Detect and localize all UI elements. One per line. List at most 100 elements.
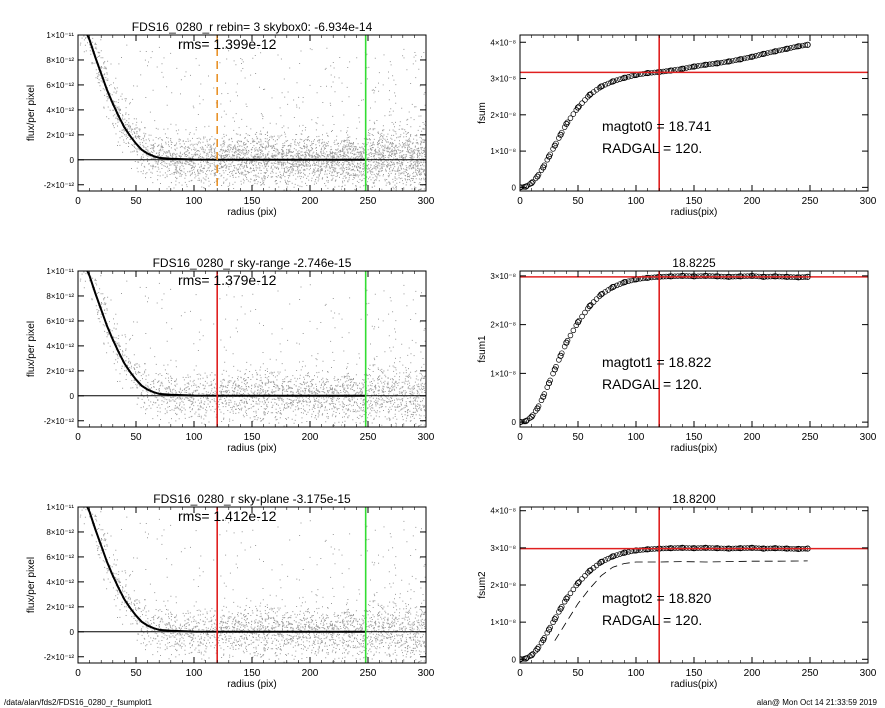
cumulative-point xyxy=(553,363,559,370)
cumulative-point xyxy=(585,305,591,312)
y-axis-label: fsum2 xyxy=(477,571,488,599)
cumulative-point xyxy=(579,313,585,320)
cumulative-point xyxy=(625,74,632,80)
readout-line: RADGAL = 120. xyxy=(602,376,702,392)
cumulative-point xyxy=(689,64,696,70)
x-tick-label: 50 xyxy=(130,432,142,443)
cumulative-point xyxy=(698,62,704,69)
cumulative-point xyxy=(791,44,797,51)
cumulative-point xyxy=(733,57,739,63)
y-tick-label: 4×10⁻¹² xyxy=(46,106,74,115)
x-tick-label: 300 xyxy=(418,196,435,207)
cumulative-point xyxy=(541,162,548,168)
y-tick-label: 2×10⁻¹² xyxy=(46,603,74,612)
y-tick-label: -2×10⁻¹² xyxy=(44,181,75,190)
y-axis-label: fsum xyxy=(477,102,488,124)
y-tick-label: 2×10⁻⁸ xyxy=(490,581,516,590)
x-axis-label: radius (pix) xyxy=(227,679,276,690)
cumulative-point xyxy=(532,648,539,654)
cumulative-point xyxy=(602,557,609,563)
rms-annotation: rms= 1.379e-12 xyxy=(178,272,277,288)
x-tick-label: 50 xyxy=(130,196,142,207)
chart-title: FDS16_0280_r sky-range -2.746e-15 xyxy=(153,256,352,270)
y-tick-label: 1×10⁻⁸ xyxy=(490,147,516,156)
y-tick-label: 1×10⁻¹¹ xyxy=(46,31,74,40)
cumulative-point xyxy=(730,57,736,64)
cumulative-point xyxy=(617,76,623,83)
cumulative-point xyxy=(701,62,707,68)
x-tick-label: 50 xyxy=(572,668,584,679)
y-tick-label: 1×10⁻¹¹ xyxy=(46,267,74,276)
y-tick-label: 4×10⁻⁸ xyxy=(490,507,516,516)
cumulative-point xyxy=(715,60,722,66)
axes-frame xyxy=(519,506,869,664)
cumulative-point xyxy=(683,65,690,71)
plot-area-left2 xyxy=(78,271,426,427)
y-tick-label: 2×10⁻¹² xyxy=(46,131,74,140)
cumulative-point xyxy=(704,61,710,68)
x-axis-label: radius (pix) xyxy=(227,443,276,454)
y-tick-label: 4×10⁻¹² xyxy=(46,342,74,351)
cumulative-point xyxy=(532,175,539,182)
scatter-points xyxy=(78,271,426,427)
cumulative-point xyxy=(599,558,606,565)
cumulative-point xyxy=(640,547,646,553)
readout-line: magtot1 = 18.822 xyxy=(602,354,712,370)
y-tick-label: -2×10⁻¹² xyxy=(44,417,75,426)
x-axis-label: radius(pix) xyxy=(671,679,718,690)
cumulative-point xyxy=(706,273,713,279)
y-tick-label: 0 xyxy=(70,156,75,165)
chart-left2: 0 50 100 150 200 250 300-2×10⁻¹²02×10⁻¹²4×10⁻¹… xyxy=(26,256,435,454)
cumulative-point xyxy=(750,273,756,279)
cumulative-point xyxy=(550,370,556,377)
cumulative-point xyxy=(625,549,632,555)
cumulative-point xyxy=(570,327,577,334)
cumulative-point xyxy=(663,68,669,74)
y-tick-label: 3×10⁻⁸ xyxy=(490,544,516,553)
x-tick-label: 0 xyxy=(75,668,81,679)
cumulative-point xyxy=(574,319,582,326)
cumulative-point xyxy=(521,184,527,190)
cumulative-point xyxy=(614,552,620,558)
cumulative-point xyxy=(617,551,623,557)
cumulative-point xyxy=(753,53,759,59)
y-tick-label: 1×10⁻¹¹ xyxy=(46,503,74,512)
chart-left3: 0 50 100 150 200 250 300-2×10⁻¹²02×10⁻¹²4×10⁻¹… xyxy=(26,492,435,690)
y-tick-label: 6×10⁻¹² xyxy=(46,553,74,562)
cumulative-point xyxy=(776,47,783,54)
cumulative-point xyxy=(738,56,745,62)
plot-area-right3 xyxy=(520,507,868,663)
footer-timestamp: alan@ Mon Oct 14 21:33:59 2019 xyxy=(756,698,877,707)
cumulative-point xyxy=(614,282,620,289)
cumulative-point xyxy=(556,135,562,141)
y-tick-label: 2×10⁻⁸ xyxy=(490,321,516,330)
x-tick-label: 100 xyxy=(628,668,645,679)
y-axis-label: flux/per pixel xyxy=(26,557,37,613)
y-tick-label: 0 xyxy=(512,418,517,427)
cumulative-point xyxy=(576,579,582,585)
cumulative-point xyxy=(535,171,542,178)
cumulative-point xyxy=(605,287,611,293)
cumulative-point xyxy=(576,317,582,324)
cumulative-point xyxy=(608,285,614,291)
cumulative-point xyxy=(802,42,809,48)
cumulative-point xyxy=(764,50,771,56)
cumulative-point xyxy=(614,77,620,83)
cumulative-point xyxy=(747,54,754,60)
cumulative-point xyxy=(538,167,545,173)
cumulative-point xyxy=(628,73,635,79)
x-tick-label: 150 xyxy=(244,196,261,207)
cumulative-point xyxy=(677,273,684,279)
y-tick-label: 4×10⁻¹² xyxy=(46,578,74,587)
x-tick-label: 200 xyxy=(302,432,319,443)
readout-line: magtot0 = 18.741 xyxy=(602,118,712,134)
cumulative-point xyxy=(564,337,571,344)
readout-line: magtot2 = 18.820 xyxy=(602,590,712,606)
y-axis-label: flux/per pixel xyxy=(26,321,37,377)
cumulative-point xyxy=(582,573,588,579)
cumulative-point xyxy=(590,299,597,305)
cumulative-point xyxy=(617,281,623,287)
rms-annotation: rms= 1.412e-12 xyxy=(178,508,277,524)
profile-curve xyxy=(86,35,366,161)
cumulative-point xyxy=(741,55,748,62)
